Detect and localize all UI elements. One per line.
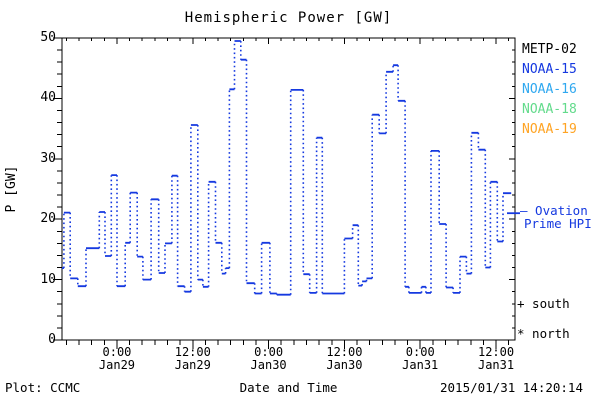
x-tick-label: 0:00 Jan29 bbox=[98, 345, 136, 372]
chart-title: Hemispheric Power [GW] bbox=[184, 10, 393, 26]
plot-credit: Plot: CCMC bbox=[5, 380, 81, 395]
north-marker-label: * north bbox=[517, 326, 570, 341]
axes-group bbox=[53, 37, 516, 349]
y-tick-label: 50 bbox=[40, 30, 56, 45]
ovation-label-line1: — Ovation bbox=[520, 203, 588, 218]
south-marker-label: + south bbox=[517, 296, 570, 311]
timestamp: 2015/01/31 14:20:14 bbox=[440, 380, 583, 395]
y-tick-label: 10 bbox=[40, 271, 56, 287]
x-tick-label: 0:00 Jan30 bbox=[250, 345, 287, 372]
legend-item-noaa-16: NOAA-16 bbox=[522, 82, 577, 97]
legend-item-noaa-18: NOAA-18 bbox=[522, 102, 577, 117]
y-tick-label: 30 bbox=[40, 150, 56, 166]
x-tick-label: 12:00 Jan29 bbox=[174, 345, 211, 372]
legend-item-noaa-15: NOAA-15 bbox=[522, 62, 577, 77]
y-tick-label: 0 bbox=[48, 332, 56, 347]
x-axis-title: Date and Time bbox=[239, 380, 338, 395]
legend-item-noaa-19: NOAA-19 bbox=[522, 122, 577, 137]
x-tick-label: 12:00 Jan31 bbox=[477, 345, 515, 372]
legend-item-metp-02: METP-02 bbox=[522, 42, 577, 57]
y-tick-label: 40 bbox=[40, 90, 56, 106]
x-tick-label: 0:00 Jan31 bbox=[402, 345, 439, 372]
y-axis-label: P [GW] bbox=[4, 165, 19, 213]
x-tick-label: 12:00 Jan30 bbox=[326, 345, 363, 372]
ovation-label-line2: Prime HPI bbox=[524, 216, 592, 231]
y-tick-label: 20 bbox=[40, 211, 56, 227]
data-series-noaa15 bbox=[62, 40, 512, 296]
